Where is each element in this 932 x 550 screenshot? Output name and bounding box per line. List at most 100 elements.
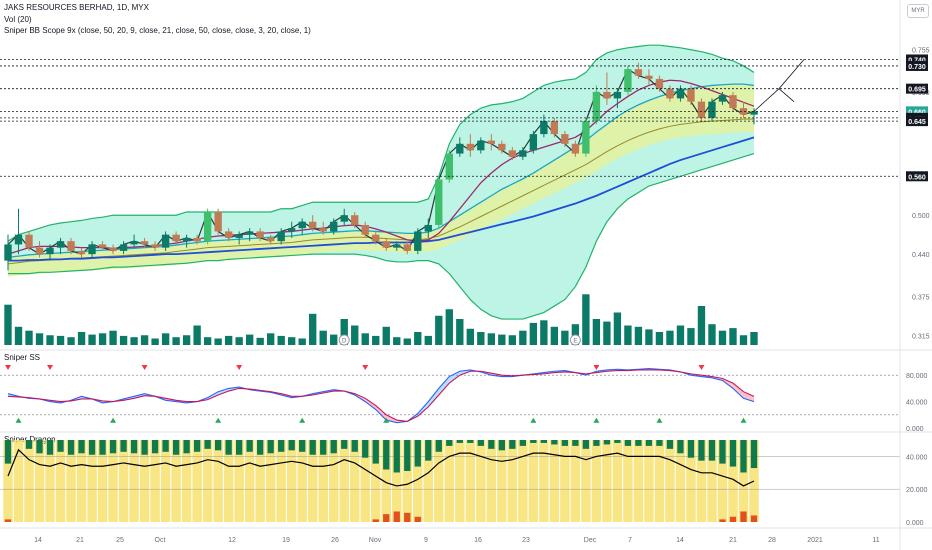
dragon-tick-label: 40.000 xyxy=(906,454,928,461)
volume-bar xyxy=(161,333,170,345)
dragon-bg-bar xyxy=(45,440,55,522)
dragon-green-bar xyxy=(109,440,117,454)
dragon-green-bar xyxy=(78,440,85,454)
candle-body xyxy=(119,244,128,251)
candle-body xyxy=(624,69,632,92)
candle-body xyxy=(498,143,506,151)
dragon-green-bar xyxy=(99,440,106,455)
sniper-dragon-label[interactable]: Sniper Dragon xyxy=(4,435,56,444)
volume-bar xyxy=(393,337,401,345)
ma-magenta-line xyxy=(7,79,755,255)
price-tick-label: 0.755 xyxy=(912,48,930,55)
candle-body xyxy=(351,215,359,225)
candle-body xyxy=(98,244,107,248)
sell-signal-arrow xyxy=(141,365,148,370)
earnings-marker xyxy=(569,334,581,346)
volume-bar xyxy=(151,338,159,345)
time-tick-label: 19 xyxy=(282,537,290,544)
dragon-green-bar xyxy=(750,440,758,469)
volume-bar xyxy=(540,320,548,345)
dragon-green-bar xyxy=(540,440,548,443)
time-tick-label: Dec xyxy=(584,537,597,544)
volume-bar xyxy=(655,332,664,345)
dragon-bg-bar xyxy=(707,440,717,522)
dragon-green-bar xyxy=(656,440,663,446)
dragon-red-bar xyxy=(740,511,747,522)
dragon-green-bar xyxy=(603,440,611,445)
buy-signal-arrow xyxy=(383,417,390,423)
dragon-red-bar xyxy=(719,519,726,522)
volume-bar xyxy=(718,330,727,345)
dragon-bg-bar xyxy=(129,440,139,522)
candle-body xyxy=(372,234,380,242)
candle-body xyxy=(571,143,580,154)
candle-body xyxy=(14,234,23,245)
volume-bar xyxy=(445,309,453,345)
volume-bar xyxy=(98,333,107,345)
dragon-green-bar xyxy=(645,440,653,446)
dragon-bg-bar xyxy=(570,440,581,522)
volume-bar xyxy=(361,333,369,345)
volume-bar xyxy=(372,335,380,345)
sniper-ss-label[interactable]: Sniper SS xyxy=(4,353,41,362)
candle-body xyxy=(151,244,159,248)
volume-bar xyxy=(140,335,149,345)
candle-body xyxy=(666,88,674,99)
dragon-green-bar xyxy=(614,440,621,443)
dragon-green-bar xyxy=(4,440,12,464)
buy-signal-arrow xyxy=(299,417,306,423)
candle-body xyxy=(172,234,180,242)
dividend-marker-label: D xyxy=(342,339,347,345)
bb-scope-indicator-label[interactable]: Sniper BB Scope 9x (close, 50, 20, 9, cl… xyxy=(4,26,311,35)
dragon-bg-bar xyxy=(318,440,328,522)
dragon-bg-bar xyxy=(423,440,434,522)
volume-bar xyxy=(634,326,643,345)
upper-band-line xyxy=(7,44,755,242)
volume-bar xyxy=(67,337,75,345)
ma-blue-line xyxy=(8,136,755,262)
dragon-bg-bar xyxy=(686,440,696,522)
currency-badge[interactable]: MYR xyxy=(907,4,929,18)
dragon-green-bar xyxy=(36,440,43,454)
volume-bar xyxy=(645,329,653,345)
volume-bar xyxy=(750,332,758,345)
candle-body xyxy=(582,121,590,154)
candle-body xyxy=(277,231,285,242)
sniper-ss-pane xyxy=(0,365,900,424)
volume-indicator-label[interactable]: Vol (20) xyxy=(4,15,32,24)
dragon-red-bar xyxy=(414,516,421,522)
dragon-bg-bar xyxy=(728,440,738,522)
volume-bar xyxy=(561,330,569,345)
volume-bar xyxy=(119,335,128,345)
volume-bar xyxy=(351,325,359,345)
buy-signal-arrow xyxy=(110,417,117,423)
volume-bar xyxy=(277,335,285,345)
dragon-green-bar xyxy=(141,440,148,455)
symbol-title[interactable]: JAKS RESOURCES BERHAD, 1D, MYX xyxy=(4,3,149,12)
dragon-green-bar xyxy=(509,440,516,449)
dragon-green-bar xyxy=(456,440,463,443)
candle-body xyxy=(330,221,338,232)
candle-body xyxy=(508,150,517,157)
candle-body xyxy=(729,95,737,109)
dragon-green-bar xyxy=(404,440,411,471)
dragon-green-bar xyxy=(635,440,642,446)
dragon-green-bar xyxy=(372,440,379,464)
candle-body xyxy=(655,78,664,89)
dragon-bg-bar xyxy=(160,440,171,522)
dragon-bg-bar xyxy=(87,440,97,522)
dragon-bg-bar xyxy=(108,440,118,522)
volume-bar xyxy=(697,306,706,345)
price-tick-label: 0.440 xyxy=(912,252,930,259)
dragon-green-bar xyxy=(278,440,285,452)
dragon-green-bar xyxy=(551,440,558,445)
dragon-bg-bar xyxy=(371,440,381,522)
candle-body xyxy=(266,237,275,242)
dragon-green-bar xyxy=(719,440,726,464)
volume-bar xyxy=(182,335,191,345)
dragon-green-bar xyxy=(57,440,64,452)
dragon-green-bar xyxy=(488,440,495,449)
dragon-bg-bar xyxy=(738,440,749,522)
ss-fast-line xyxy=(7,368,755,424)
